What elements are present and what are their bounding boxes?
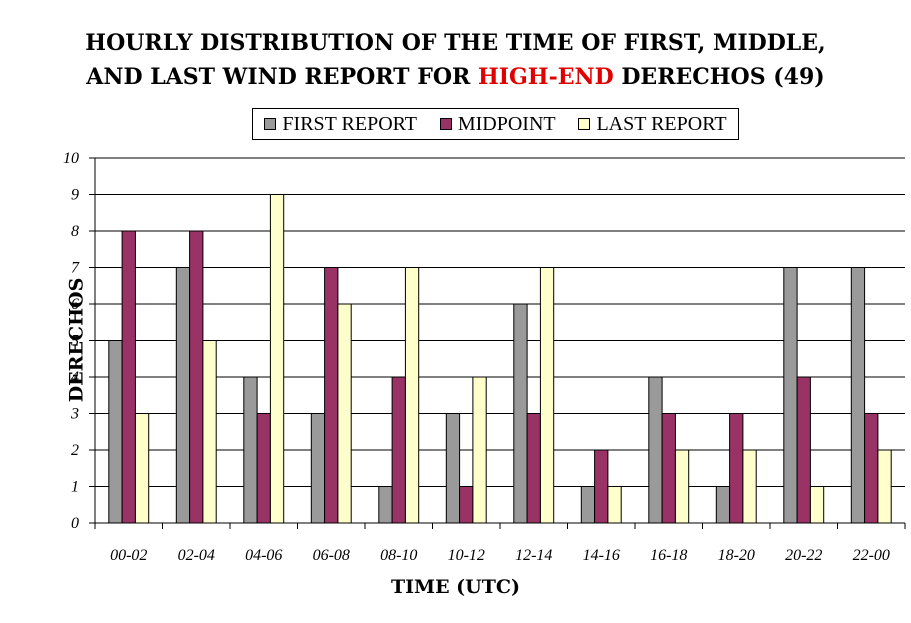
legend-swatch-last	[578, 118, 591, 130]
bar-midpoint	[256, 413, 271, 524]
chart-title-line1: HOURLY DISTRIBUTION OF THE TIME OF FIRST…	[85, 30, 826, 56]
bar-midpoint	[796, 376, 811, 524]
x-tick-label: 04-06	[245, 547, 282, 564]
x-tick-label: 08-10	[380, 547, 417, 564]
legend-swatch-midpoint	[439, 118, 452, 130]
x-tick-label: 02-04	[178, 547, 215, 564]
bar-midpoint	[324, 267, 339, 524]
bar-first	[445, 413, 461, 524]
y-tick-label: 7	[71, 260, 80, 277]
bar-midpoint	[391, 376, 406, 524]
chart-legend: FIRST REPORT MIDPOINT LAST REPORT	[252, 108, 739, 140]
x-tick-label: 16-18	[650, 547, 687, 564]
bar-midpoint	[526, 413, 541, 524]
chart-title-line2-post: DERECHOS (49)	[613, 64, 825, 90]
bar-first	[378, 486, 393, 524]
chart-title: HOURLY DISTRIBUTION OF THE TIME OF FIRST…	[0, 26, 911, 94]
bar-first	[513, 303, 528, 524]
bar-midpoint	[189, 230, 204, 524]
bar-first	[310, 413, 326, 524]
bar-first	[108, 340, 123, 524]
bar-first	[715, 486, 731, 524]
x-tick-label: 00-02	[110, 547, 147, 564]
x-tick-label: 10-12	[448, 547, 485, 564]
bar-last	[134, 413, 150, 524]
bar-first	[175, 267, 191, 524]
bar-last	[472, 376, 487, 524]
bar-last	[202, 340, 217, 524]
legend-item-first: FIRST REPORT	[264, 113, 417, 136]
bar-first	[648, 376, 663, 524]
x-tick-label: 14-16	[583, 547, 620, 564]
x-axis-label: TIME (UTC)	[391, 576, 520, 598]
y-tick-label: 2	[71, 442, 79, 459]
bar-midpoint	[459, 486, 474, 524]
y-tick-label: 4	[71, 369, 79, 386]
x-tick-label: 06-08	[313, 547, 350, 564]
bar-first	[850, 267, 866, 524]
legend-swatch-first	[264, 118, 277, 130]
y-axis-label: DERECHOS	[65, 277, 88, 403]
chart-title-line2-pre: AND LAST WIND REPORT FOR	[86, 64, 478, 90]
bar-midpoint	[661, 413, 676, 524]
y-tick-label: 8	[71, 223, 79, 240]
bar-midpoint	[864, 413, 879, 524]
y-tick-label: 6	[71, 296, 79, 313]
y-tick-label: 1	[71, 479, 79, 496]
bar-last	[674, 449, 690, 524]
legend-label-midpoint: MIDPOINT	[457, 112, 556, 135]
y-tick-label: 3	[70, 406, 79, 423]
bar-first	[783, 267, 798, 524]
legend-item-last: LAST REPORT	[578, 112, 727, 136]
y-tick-label: 5	[71, 333, 79, 350]
x-tick-label: 12-14	[515, 547, 552, 564]
bar-midpoint	[594, 449, 609, 524]
y-tick-label: 0	[71, 515, 79, 532]
legend-item-midpoint: MIDPOINT	[439, 112, 556, 136]
legend-label-first: FIRST REPORT	[282, 112, 417, 135]
bar-midpoint	[729, 413, 744, 524]
chart-title-line2: AND LAST WIND REPORT FOR HIGH-END DERECH…	[0, 60, 911, 94]
y-tick-label: 9	[71, 187, 79, 204]
x-tick-label: 22-00	[853, 547, 890, 564]
bar-last	[337, 303, 352, 524]
bar-midpoint	[121, 230, 136, 524]
bar-last	[607, 486, 622, 524]
bar-first	[243, 376, 258, 524]
x-tick-label: 18-20	[718, 547, 755, 564]
bar-last	[269, 194, 285, 524]
bar-last	[877, 449, 892, 524]
chart-title-highlight: HIGH-END	[477, 64, 614, 90]
bar-last	[809, 486, 825, 524]
bar-first	[580, 486, 596, 524]
bar-last	[404, 267, 420, 524]
bar-last	[742, 449, 757, 524]
bar-last	[539, 267, 555, 524]
x-tick-label: 20-22	[785, 547, 822, 564]
legend-label-last: LAST REPORT	[596, 112, 727, 135]
y-tick-label: 10	[63, 150, 79, 167]
